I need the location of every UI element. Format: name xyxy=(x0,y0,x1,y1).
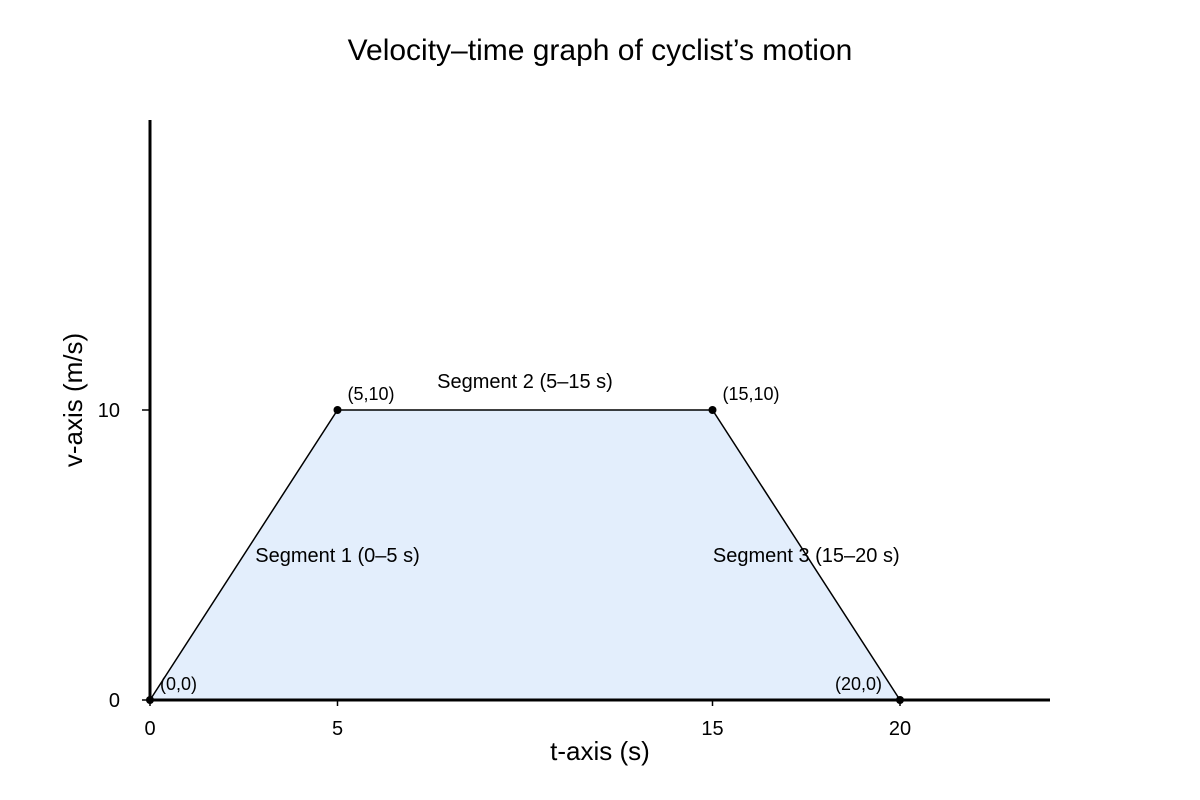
point-label: (20,0) xyxy=(835,674,882,694)
data-point xyxy=(333,406,342,414)
data-point xyxy=(708,406,717,414)
y-tick-label: 10 xyxy=(98,400,120,422)
y-axis-label: v-axis (m/s) xyxy=(58,333,88,467)
data-point xyxy=(896,696,904,704)
x-tick-label: 0 xyxy=(144,718,155,740)
point-label: (15,10) xyxy=(723,384,780,404)
chart-title: Velocity–time graph of cyclist’s motion xyxy=(348,34,853,67)
x-tick-label: 20 xyxy=(889,718,911,740)
data-point xyxy=(146,696,154,704)
x-tick-label: 5 xyxy=(332,718,343,740)
segment-label: Segment 1 (0–5 s) xyxy=(255,545,420,567)
x-tick-label: 15 xyxy=(701,718,723,740)
x-axis-label: t-axis (s) xyxy=(550,736,650,766)
y-tick-label: 0 xyxy=(109,690,120,712)
labels-layer: (0,0) (5,10) (15,10) (20,0) Segment 1 (0–5 s… xyxy=(160,371,900,694)
point-label: (0,0) xyxy=(160,674,197,694)
segment-label: Segment 2 (5–15 s) xyxy=(437,371,613,393)
segment-label: Segment 3 (15–20 s) xyxy=(713,545,900,567)
point-label: (5,10) xyxy=(348,384,395,404)
area-fill xyxy=(150,410,900,700)
series-line xyxy=(149,409,901,701)
points-layer xyxy=(146,406,904,704)
